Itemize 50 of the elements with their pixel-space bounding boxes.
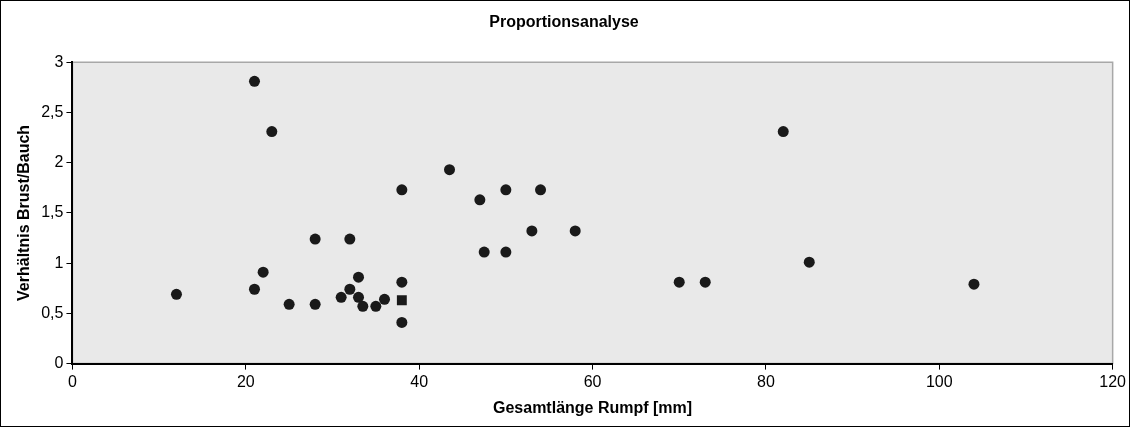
point: [396, 184, 408, 196]
point: [353, 271, 364, 283]
y-tick-label: 3: [54, 52, 64, 70]
point: [474, 194, 486, 206]
point: [673, 276, 685, 288]
y-tick-label: 2,5: [41, 102, 64, 120]
point: [396, 316, 408, 328]
x-axis-title: Gesamtlänge Rumpf [mm]: [492, 398, 693, 416]
y-tick-label: 1: [54, 253, 64, 271]
point: [803, 256, 815, 268]
point: [309, 233, 321, 245]
point: [283, 298, 295, 310]
point: [478, 246, 490, 258]
point: [309, 298, 321, 310]
point: [357, 300, 369, 312]
y-tick-label: 0,5: [41, 303, 64, 321]
x-tick-label: 100: [925, 372, 953, 390]
point: [968, 278, 980, 290]
x-tick-label: 40: [410, 372, 429, 390]
x-tick-label: 20: [236, 372, 255, 390]
point: [500, 246, 512, 258]
point: [379, 293, 391, 305]
point: [170, 288, 182, 300]
point: [335, 291, 347, 303]
point: [444, 164, 456, 176]
point: [248, 283, 260, 295]
point: [569, 225, 581, 237]
x-tick-label: 80: [757, 372, 775, 390]
point: [353, 291, 364, 303]
chart-title: Proportionsanalyse: [489, 13, 639, 31]
y-tick-label: 2: [54, 153, 64, 171]
y-tick-label: 0: [54, 354, 64, 372]
point: [344, 283, 356, 295]
point: [344, 233, 356, 245]
point: [266, 126, 278, 138]
point: [257, 266, 269, 278]
point: [396, 276, 408, 288]
point: [535, 184, 547, 196]
y-axis-title: Verhältnis Brust/Bauch: [15, 124, 33, 301]
point: [699, 276, 711, 288]
point: [248, 75, 260, 87]
x-tick-label: 60: [583, 372, 602, 390]
point: [370, 300, 382, 312]
point: [396, 295, 407, 306]
y-tick-label: 1,5: [41, 203, 64, 221]
x-tick-label: 0: [67, 372, 77, 390]
point: [500, 184, 512, 196]
x-tick-label: 120: [1099, 372, 1127, 390]
point: [777, 126, 789, 138]
point: [526, 225, 538, 237]
